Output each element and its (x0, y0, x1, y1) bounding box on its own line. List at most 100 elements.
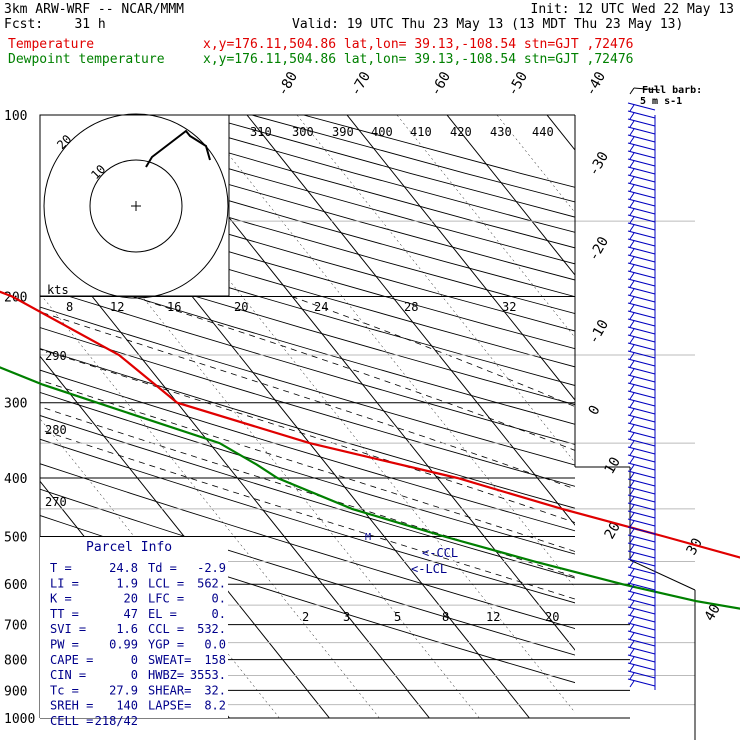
parcel-label: LI = (50, 576, 79, 590)
parcel-label: HWBZ= (148, 668, 184, 682)
wind-barb-flag (629, 448, 635, 456)
parcel-value: 32. (204, 683, 226, 697)
wind-barb (627, 446, 656, 455)
model-title: 3km ARW-WRF -- NCAR/MMM (4, 2, 185, 17)
wind-barb-flag (629, 192, 635, 200)
theta-e-label: 310 (250, 125, 272, 139)
wind-barb-flag (629, 256, 635, 264)
wind-barb-flag (629, 592, 635, 600)
wind-barb (627, 614, 656, 623)
wind-barb-flag (629, 128, 635, 136)
wind-barb (627, 326, 656, 335)
wind-barb (627, 382, 656, 391)
moist-adiabat (40, 348, 575, 523)
wind-barb-flag (629, 384, 635, 392)
fcst-label: Fcst: (4, 17, 44, 32)
wind-barb (627, 174, 656, 183)
wind-barb (627, 110, 656, 119)
wind-barb (627, 294, 656, 303)
wind-barb (627, 350, 656, 359)
wind-barb (627, 254, 656, 263)
wind-barb (627, 638, 656, 647)
wind-barb (627, 582, 656, 591)
wind-barb (627, 598, 656, 607)
theta-label: 280 (45, 423, 67, 437)
wind-barb-flag (629, 344, 635, 352)
wind-barb (627, 270, 656, 279)
parcel-value: 562. (197, 576, 226, 590)
parcel-label: SVI = (50, 622, 86, 636)
wind-barb-flag (629, 264, 635, 272)
isotherm (346, 115, 575, 401)
parcel-label: PW = (50, 638, 79, 652)
pressure-label: 900 (4, 684, 27, 699)
wind-barb-flag (629, 224, 635, 232)
fcst-value: 31 h (74, 17, 106, 32)
parcel-label: EL = (148, 607, 177, 621)
wind-barb (627, 646, 656, 655)
speed-tick-label: 24 (314, 300, 328, 314)
wind-barb (627, 478, 656, 487)
wind-barb (627, 206, 656, 215)
wind-barb (627, 430, 656, 439)
pressure-label: 800 (4, 654, 27, 669)
wind-barb (627, 678, 656, 687)
parcel-label: T = (50, 561, 72, 575)
mixing-ratio-label: 12 (486, 610, 500, 624)
parcel-value: 0. (212, 607, 226, 621)
parcel-label: K = (50, 592, 72, 606)
wind-barb-flag (629, 640, 635, 648)
wind-barb (627, 214, 656, 223)
mixing-ratio-line (673, 584, 740, 718)
wind-barb-flag (629, 552, 635, 560)
wind-barb (627, 534, 656, 543)
parcel-label: SHEAR= (148, 683, 191, 697)
isotherm-minor (296, 115, 575, 463)
wind-barb (627, 158, 656, 167)
wind-barb (627, 222, 656, 231)
mixing-ratio-label: 20 (545, 610, 559, 624)
temperature-label: -80 (275, 69, 302, 99)
mixing-ratio-label: 8 (442, 610, 449, 624)
wind-barb-flag (629, 248, 635, 256)
wind-barb-flag (629, 152, 635, 160)
wind-barb-flag (629, 520, 635, 528)
parcel-label: SREH = (50, 699, 93, 713)
moist-adiabat (40, 406, 575, 578)
wind-barb (627, 366, 656, 375)
wind-barb (627, 654, 656, 663)
wind-barb-flag (629, 480, 635, 488)
speed-tick-label: 16 (167, 300, 181, 314)
right-diagonal (629, 559, 696, 591)
wind-barb-flag (629, 600, 635, 608)
wind-barb (627, 102, 656, 111)
theta-e-label: 300 (292, 125, 314, 139)
wind-barb (627, 630, 656, 639)
pressure-label: 100 (4, 109, 27, 124)
wind-barb (627, 486, 656, 495)
lcl-marker: <-LCL (411, 562, 447, 576)
wind-barb-flag (629, 216, 635, 224)
theta-label: 290 (45, 349, 67, 363)
wind-barb-flag (629, 176, 635, 184)
parcel-label: LFC = (148, 592, 184, 606)
dry-adiabat (303, 115, 575, 188)
wind-barb (627, 438, 656, 447)
wind-barb-flag (629, 304, 635, 312)
ccl-marker: <-CCL (422, 546, 458, 560)
wind-barb-flag (629, 136, 635, 144)
parcel-label: CAPE = (50, 653, 93, 667)
parcel-title: Parcel Info (86, 540, 172, 555)
pressure-label: 300 (4, 397, 27, 412)
parcel-value: 0. (212, 592, 226, 606)
wind-barb (627, 398, 656, 407)
wind-barb-flag (629, 464, 635, 472)
m-marker: M (365, 532, 371, 543)
parcel-value: -2.9 (197, 561, 226, 575)
moist-adiabat (40, 379, 575, 552)
wind-barb-flag (629, 104, 635, 112)
wind-barb (627, 390, 656, 399)
wind-barb (627, 198, 656, 207)
wind-barb-flag (629, 488, 635, 496)
parcel-value: 0.99 (109, 638, 138, 652)
